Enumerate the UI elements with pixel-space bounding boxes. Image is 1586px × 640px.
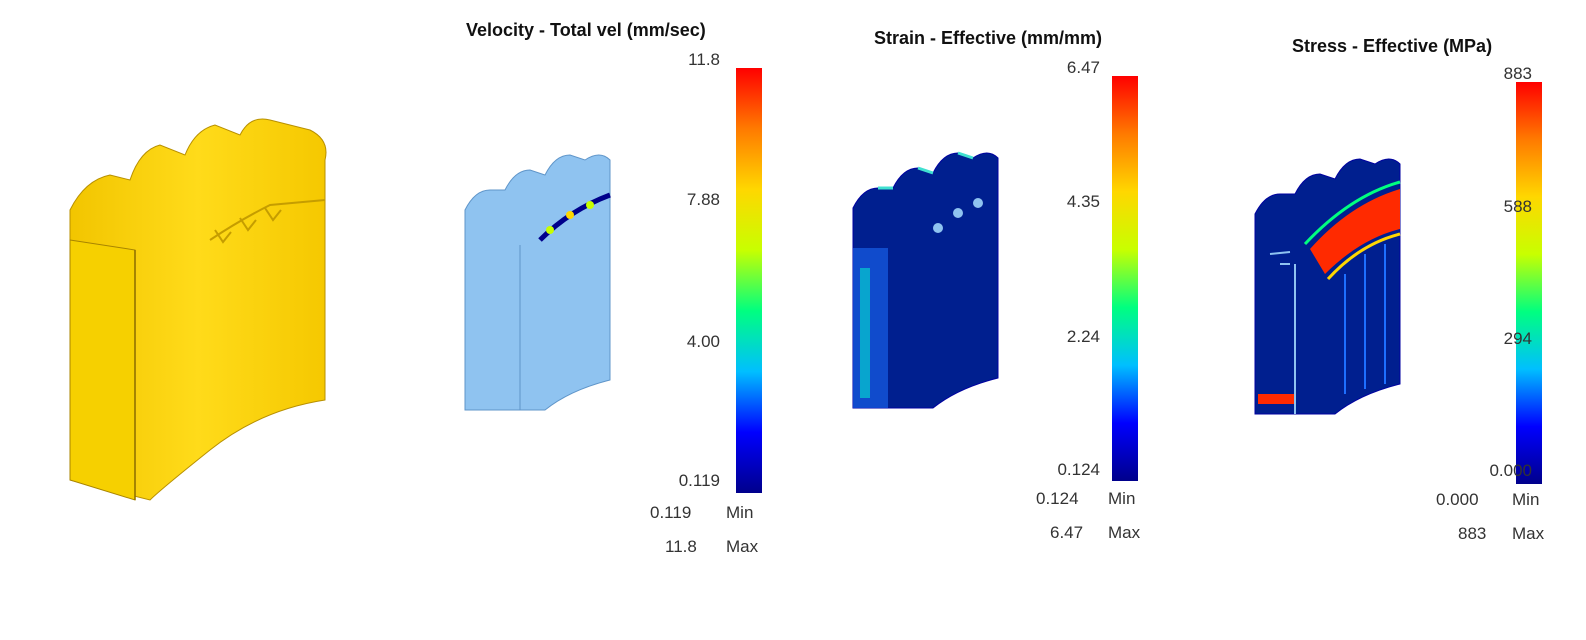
velocity-tick-3: 4.00 (686, 332, 720, 351)
velocity-panel: Velocity - Total vel (mm/sec) 11.8 7.88 … (400, 0, 780, 571)
strain-panel: Strain - Effective (mm/mm) 6.47 4.35 2.2… (800, 0, 1160, 571)
velocity-max-value: 11.8 (665, 537, 697, 556)
stress-color-scale (1516, 82, 1542, 484)
stress-max-value: 883 (1458, 524, 1487, 543)
velocity-tick-max: 11.8 (688, 50, 720, 69)
strain-min-label: Min (1108, 489, 1136, 508)
strain-min-value: 0.124 (1036, 489, 1079, 508)
velocity-min-value: 0.119 (650, 503, 692, 522)
strain-tick-min: 0.124 (1057, 460, 1100, 479)
strain-color-scale (1112, 76, 1138, 481)
gear-model-stress (1254, 158, 1401, 415)
strain-title: Strain - Effective (mm/mm) (874, 28, 1103, 48)
stress-tick-3: 294 (1503, 329, 1532, 348)
stress-min-label: Min (1512, 490, 1540, 509)
velocity-tick-min: 0.119 (678, 471, 720, 490)
strain-tick-2: 4.35 (1066, 192, 1100, 211)
stress-tick-min: 0.000 (1489, 461, 1532, 480)
gear-model-velocity (464, 154, 611, 411)
velocity-min-label: Min (726, 503, 754, 522)
velocity-max-label: Max (726, 537, 759, 556)
stress-title: Stress - Effective (MPa) (1292, 36, 1493, 56)
gear-model-strain (852, 151, 999, 409)
stress-max-label: Max (1512, 524, 1545, 543)
stress-panel: Stress - Effective (MPa) 883 588 294 0.0… (1200, 0, 1586, 571)
strain-tick-max: 6.47 (1066, 58, 1100, 77)
strain-max-label: Max (1108, 523, 1141, 542)
stress-min-value: 0.000 (1436, 490, 1479, 509)
velocity-color-scale (736, 68, 762, 493)
gear-model-plain (69, 118, 327, 501)
strain-max-value: 6.47 (1050, 523, 1084, 542)
stress-tick-2: 588 (1503, 197, 1532, 216)
velocity-title: Velocity - Total vel (mm/sec) (466, 20, 706, 40)
strain-tick-3: 2.24 (1066, 327, 1100, 346)
velocity-tick-2: 7.88 (686, 190, 720, 209)
stress-tick-max: 883 (1503, 64, 1532, 83)
